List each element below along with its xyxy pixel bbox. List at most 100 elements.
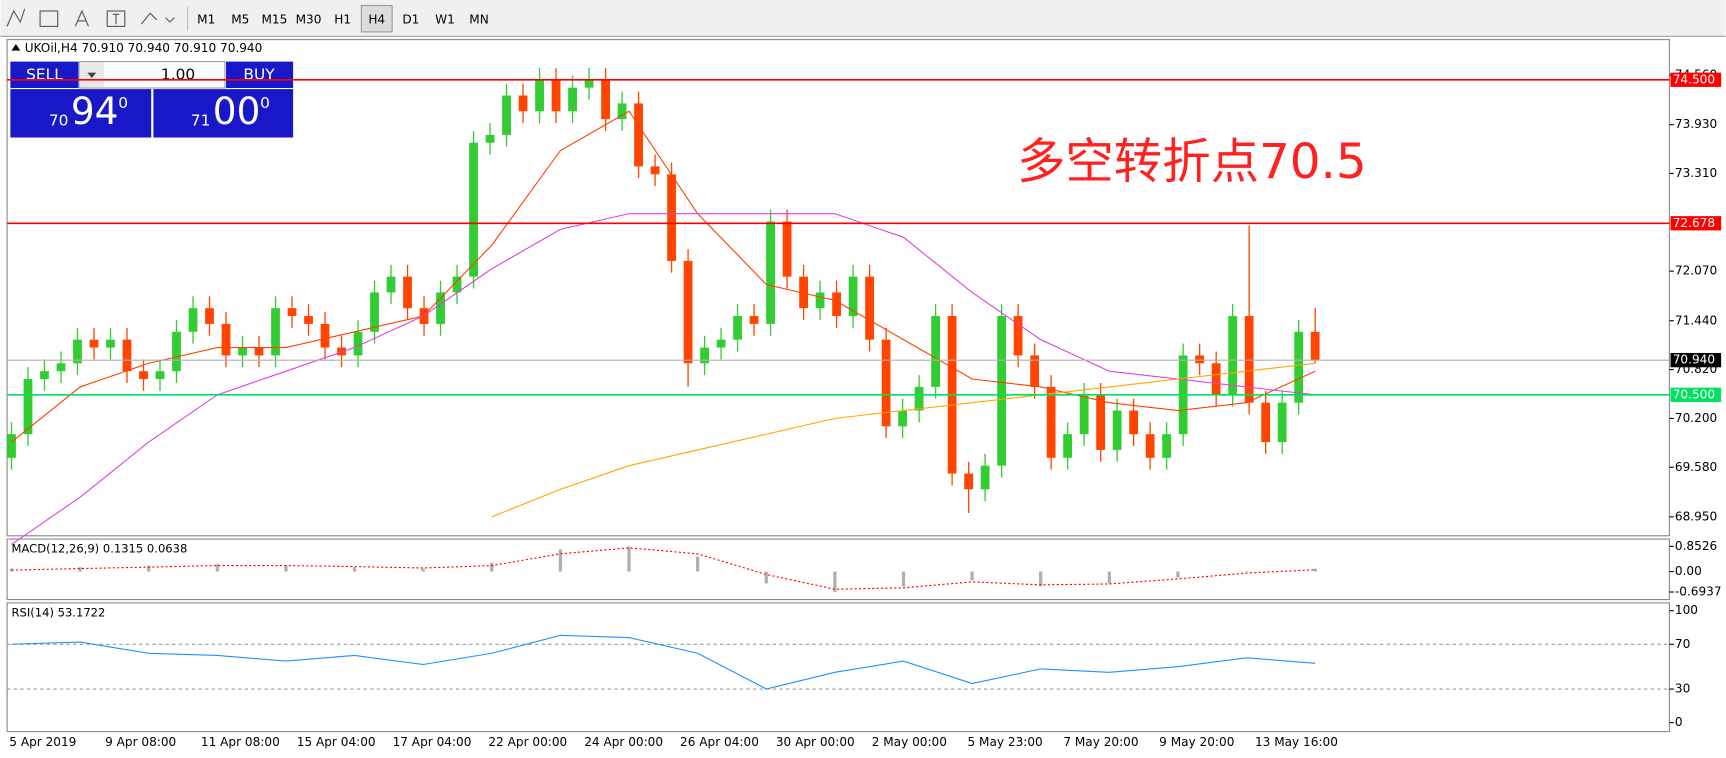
candle-body xyxy=(700,347,709,364)
candle-body xyxy=(23,379,33,435)
timeframe-button[interactable]: W1 xyxy=(435,12,455,26)
macd-bar xyxy=(764,571,768,584)
annotation: 多空转折点70.5 xyxy=(1017,134,1367,190)
timeframe-button[interactable]: H4 xyxy=(368,12,385,26)
timeframe-button[interactable]: D1 xyxy=(402,12,419,26)
timeframe-button[interactable]: MN xyxy=(469,12,488,26)
bid-box[interactable] xyxy=(10,89,152,138)
tool-icons[interactable] xyxy=(6,8,175,27)
candle-body xyxy=(617,103,627,120)
macd-label: MACD(12,26,9) 0.1315 0.0638 xyxy=(11,541,187,555)
candle-body xyxy=(865,276,875,340)
y-tick-label: 70.200 xyxy=(1675,411,1717,425)
y-tick-label: 0.8526 xyxy=(1675,539,1717,553)
candle-body xyxy=(1310,331,1320,361)
collapse-icon[interactable] xyxy=(11,44,21,51)
candle-body xyxy=(73,339,82,364)
level-label: 70.500 xyxy=(1673,387,1715,401)
candle-body xyxy=(139,371,148,380)
y-tick-label: 0.00 xyxy=(1675,564,1702,578)
bid-sup: 0 xyxy=(118,94,128,112)
tool-icon[interactable] xyxy=(6,8,26,27)
timeframe-button[interactable]: M1 xyxy=(197,12,215,26)
level-label: 70.940 xyxy=(1673,353,1715,367)
candle-body xyxy=(1096,394,1106,450)
tool-icon[interactable] xyxy=(140,12,175,25)
macd-bar xyxy=(1107,571,1111,584)
candle-body xyxy=(716,339,726,348)
timeframe-button[interactable]: M30 xyxy=(296,12,322,26)
y-tick-label: 70 xyxy=(1675,637,1690,651)
level-label: 74.500 xyxy=(1673,72,1715,86)
main-panel xyxy=(6,39,1670,537)
candle-body xyxy=(89,339,99,348)
macd-bar xyxy=(1039,571,1043,587)
y-tick-label: 71.440 xyxy=(1675,313,1717,327)
timeframe-active[interactable] xyxy=(360,4,393,33)
macd-bar xyxy=(1244,571,1249,573)
bid-big: 70 xyxy=(49,112,69,130)
volume-value[interactable]: 1.00 xyxy=(161,65,195,83)
candle-body xyxy=(1046,386,1056,458)
x-tick-label: 9 May 20:00 xyxy=(1159,735,1234,749)
x-tick-label: 2 May 00:00 xyxy=(872,735,947,749)
timeframe-button[interactable]: M15 xyxy=(262,12,288,26)
candle-body xyxy=(1277,402,1287,443)
buy-button[interactable] xyxy=(226,61,294,89)
x-tick-label: 13 May 16:00 xyxy=(1255,735,1338,749)
x-tick-label: 11 Apr 08:00 xyxy=(201,735,280,749)
level-tag xyxy=(1670,72,1722,87)
tool-icon[interactable] xyxy=(74,9,90,27)
candle-body xyxy=(1079,394,1089,435)
candle-body xyxy=(436,292,445,324)
ask-big: 71 xyxy=(191,112,211,130)
candle-body xyxy=(832,292,841,317)
trade-panel: SELL 1.00 BUY 70 94 0 71 00 0 xyxy=(10,61,294,138)
sell-label[interactable]: SELL xyxy=(26,65,63,83)
timeframe-button[interactable]: M5 xyxy=(231,12,249,26)
candle-body xyxy=(271,308,280,356)
candle-body xyxy=(205,308,214,324)
candle-body xyxy=(1145,434,1155,458)
y-tick-label: -0.6937 xyxy=(1675,585,1722,599)
rsi-line xyxy=(11,634,1316,690)
candle-body xyxy=(1294,331,1304,403)
tool-icon[interactable] xyxy=(39,10,59,27)
candle-body xyxy=(1261,402,1271,443)
moving-average xyxy=(11,110,1316,443)
x-tick-label: 22 Apr 00:00 xyxy=(488,735,567,749)
candle-body xyxy=(848,276,858,317)
candle-body xyxy=(403,276,412,309)
tool-icon[interactable] xyxy=(106,10,126,27)
candle-body xyxy=(386,276,396,293)
candle-body xyxy=(122,339,132,372)
candle-body xyxy=(980,465,990,490)
spinner-arrow xyxy=(87,72,97,79)
candle-body xyxy=(353,331,363,356)
candle-body xyxy=(881,339,891,427)
candle-body xyxy=(667,174,676,261)
macd-bar xyxy=(147,565,151,572)
tool-icon[interactable] xyxy=(112,13,120,25)
candle-body xyxy=(188,308,198,332)
macd-bar xyxy=(284,565,288,572)
candle-body xyxy=(1244,316,1254,403)
candle-body xyxy=(485,134,495,143)
ask-box[interactable] xyxy=(153,89,294,138)
candle-body xyxy=(1211,363,1221,395)
timeframe-button[interactable]: H1 xyxy=(334,12,351,26)
candle-body xyxy=(1195,355,1205,364)
macd-bar xyxy=(490,562,494,572)
chart-header: UKOil,H4 70.910 70.940 70.910 70.940 xyxy=(25,41,263,55)
macd-bar xyxy=(352,567,357,572)
candle-body xyxy=(733,316,742,340)
candle-body xyxy=(898,410,908,427)
x-tick-label: 7 May 20:00 xyxy=(1063,735,1138,749)
candle-body xyxy=(40,371,49,380)
candle-body xyxy=(782,221,792,277)
sell-button[interactable] xyxy=(10,61,79,89)
buy-label[interactable]: BUY xyxy=(243,65,275,83)
macd-bar xyxy=(421,568,425,572)
macd-bar xyxy=(627,546,631,572)
